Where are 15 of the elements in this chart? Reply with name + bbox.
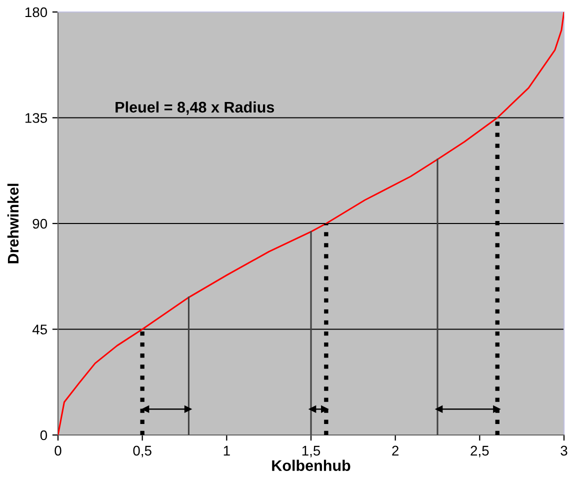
y-tick-label: 0 [40, 430, 48, 440]
x-tick-label: 1 [224, 446, 230, 456]
x-tick-label: 0,5 [133, 446, 152, 458]
annotation: Pleuel = 8,48 x Radius [116, 101, 274, 115]
y-axis-title: Drehwinkel [7, 184, 19, 264]
y-tick-label: 135 [25, 113, 48, 123]
x-tick-label: 1,5 [302, 446, 320, 458]
x-axis-title: Kolbenhub [272, 460, 350, 471]
x-tick-label: 2 [392, 446, 398, 456]
y-tick-label: 180 [25, 7, 48, 18]
x-tick-label: 2,5 [470, 446, 489, 458]
y-tick-label: 45 [32, 324, 48, 334]
x-tick-label: 0 [54, 446, 62, 456]
x-tick-label: 3 [560, 446, 568, 456]
y-tick-label: 90 [32, 218, 48, 229]
